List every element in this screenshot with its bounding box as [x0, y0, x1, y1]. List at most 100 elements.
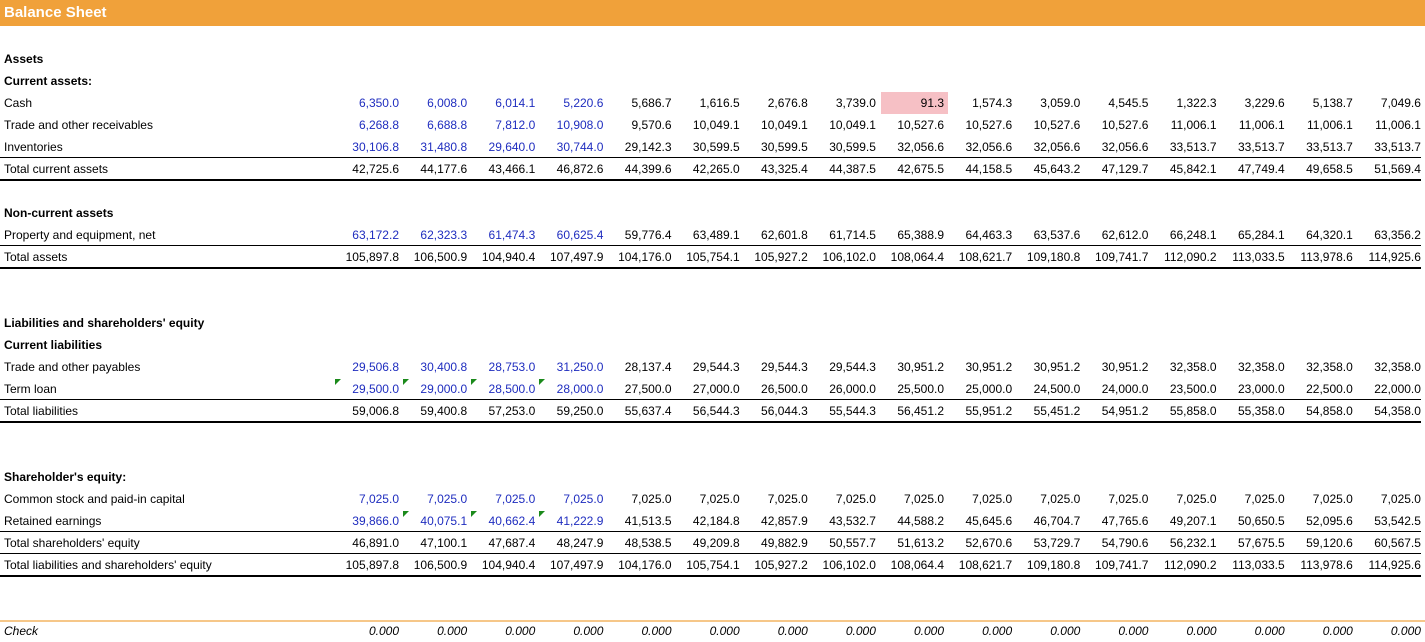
value-cell[interactable]: 11,006.1	[1238, 118, 1285, 132]
value-cell[interactable]: 52,095.6	[1306, 514, 1353, 528]
value-cell[interactable]: 51,613.2	[897, 536, 945, 550]
value-cell[interactable]: 64,463.3	[965, 228, 1013, 242]
value-cell[interactable]: 7,025.0	[903, 492, 945, 506]
value-cell[interactable]: 57,253.0	[488, 404, 536, 418]
value-cell[interactable]: 0.000	[914, 624, 945, 638]
value-cell[interactable]: 26,000.0	[829, 382, 876, 396]
value-cell[interactable]: 59,400.8	[420, 404, 468, 418]
value-cell[interactable]: 106,500.9	[413, 558, 468, 572]
value-cell[interactable]: 5,138.7	[1312, 96, 1353, 110]
value-cell[interactable]: 108,064.4	[890, 558, 945, 572]
value-cell[interactable]: 0.000	[1186, 624, 1217, 638]
row-label[interactable]: Current assets:	[4, 74, 93, 88]
value-cell[interactable]: 7,025.0	[835, 492, 876, 506]
value-cell[interactable]: 4,545.5	[1108, 96, 1149, 110]
value-cell[interactable]: 29,544.3	[829, 360, 876, 374]
value-cell[interactable]: 29,544.3	[761, 360, 808, 374]
value-cell[interactable]: 113,033.5	[1232, 250, 1285, 264]
value-cell[interactable]: 44,387.5	[829, 162, 876, 176]
value-cell[interactable]: 51,569.4	[1374, 162, 1421, 176]
value-cell[interactable]: 114,925.6	[1368, 558, 1421, 572]
value-cell[interactable]: 59,250.0	[556, 404, 604, 418]
value-cell[interactable]: 47,765.6	[1101, 514, 1149, 528]
value-cell[interactable]: 30,951.2	[897, 360, 945, 374]
value-cell[interactable]: 56,544.3	[692, 404, 740, 418]
value-cell[interactable]: 0.000	[1322, 624, 1353, 638]
value-cell[interactable]: 11,006.1	[1306, 118, 1353, 132]
value-cell[interactable]: 10,049.1	[829, 118, 876, 132]
value-cell[interactable]: 50,557.7	[829, 536, 876, 550]
value-cell[interactable]: 63,172.2	[352, 228, 399, 242]
value-cell[interactable]: 39,866.0	[352, 514, 399, 528]
value-cell[interactable]: 47,129.7	[1101, 162, 1149, 176]
value-cell[interactable]: 55,951.2	[965, 404, 1013, 418]
value-cell[interactable]: 63,356.2	[1374, 228, 1421, 242]
value-cell[interactable]: 56,044.3	[761, 404, 808, 418]
value-cell[interactable]: 105,927.2	[754, 558, 808, 572]
value-cell[interactable]: 6,350.0	[358, 96, 399, 110]
value-cell[interactable]: 7,025.0	[1380, 492, 1421, 506]
value-cell[interactable]: 30,951.2	[1033, 360, 1081, 374]
value-cell[interactable]: 6,268.8	[358, 118, 399, 132]
value-cell[interactable]: 53,729.7	[1033, 536, 1081, 550]
value-cell[interactable]: 3,739.0	[835, 96, 876, 110]
value-cell[interactable]: 32,358.0	[1306, 360, 1353, 374]
value-cell[interactable]: 46,872.6	[556, 162, 604, 176]
comment-indicator-icon[interactable]	[403, 379, 409, 385]
value-cell[interactable]: 7,025.0	[427, 492, 468, 506]
value-cell[interactable]: 48,247.9	[556, 536, 604, 550]
value-cell[interactable]: 54,358.0	[1374, 404, 1421, 418]
value-cell[interactable]: 10,527.6	[897, 118, 945, 132]
value-cell[interactable]: 112,090.2	[1164, 250, 1217, 264]
value-cell[interactable]: 104,940.4	[481, 250, 536, 264]
value-cell[interactable]: 32,056.6	[965, 140, 1013, 154]
value-cell[interactable]: 65,284.1	[1237, 228, 1285, 242]
value-cell[interactable]: 108,621.7	[958, 558, 1013, 572]
value-cell[interactable]: 61,474.3	[488, 228, 536, 242]
value-cell[interactable]: 46,891.0	[352, 536, 399, 550]
value-cell[interactable]: 29,000.0	[420, 382, 468, 396]
value-cell[interactable]: 26,500.0	[761, 382, 808, 396]
value-cell[interactable]: 112,090.2	[1164, 558, 1217, 572]
value-cell[interactable]: 7,025.0	[495, 492, 536, 506]
comment-indicator-icon[interactable]	[334, 379, 341, 385]
value-cell[interactable]: 5,220.6	[563, 96, 604, 110]
value-cell[interactable]: 105,754.1	[686, 250, 740, 264]
value-cell[interactable]: 43,532.7	[829, 514, 876, 528]
row-label[interactable]: Liabilities and shareholders' equity	[4, 316, 205, 330]
value-cell[interactable]: 30,744.0	[556, 140, 604, 154]
value-cell[interactable]: 7,025.0	[1244, 492, 1285, 506]
value-cell[interactable]: 61,714.5	[829, 228, 876, 242]
row-label[interactable]: Trade and other receivables	[4, 118, 153, 132]
value-cell[interactable]: 7,025.0	[767, 492, 808, 506]
row-label[interactable]: Current liabilities	[4, 338, 103, 352]
value-cell[interactable]: 55,451.2	[1033, 404, 1081, 418]
value-cell[interactable]: 30,106.8	[352, 140, 399, 154]
value-cell[interactable]: 53,542.5	[1374, 514, 1421, 528]
value-cell[interactable]: 91.3	[920, 96, 945, 110]
value-cell[interactable]: 30,951.2	[1101, 360, 1149, 374]
value-cell[interactable]: 29,506.8	[352, 360, 399, 374]
value-cell[interactable]: 104,176.0	[618, 250, 672, 264]
value-cell[interactable]: 7,025.0	[1040, 492, 1081, 506]
value-cell[interactable]: 55,637.4	[624, 404, 672, 418]
value-cell[interactable]: 31,250.0	[556, 360, 604, 374]
value-cell[interactable]: 29,142.3	[624, 140, 672, 154]
value-cell[interactable]: 28,753.0	[488, 360, 536, 374]
value-cell[interactable]: 32,358.0	[1237, 360, 1285, 374]
value-cell[interactable]: 0.000	[1050, 624, 1081, 638]
value-cell[interactable]: 107,497.9	[549, 250, 604, 264]
value-cell[interactable]: 104,940.4	[481, 558, 536, 572]
value-cell[interactable]: 27,000.0	[692, 382, 740, 396]
value-cell[interactable]: 106,500.9	[413, 250, 468, 264]
value-cell[interactable]: 10,527.6	[965, 118, 1013, 132]
value-cell[interactable]: 32,056.6	[897, 140, 945, 154]
value-cell[interactable]: 0.000	[709, 624, 740, 638]
value-cell[interactable]: 59,006.8	[352, 404, 399, 418]
value-cell[interactable]: 32,056.6	[1101, 140, 1149, 154]
value-cell[interactable]: 55,858.0	[1169, 404, 1217, 418]
value-cell[interactable]: 42,725.6	[352, 162, 399, 176]
value-cell[interactable]: 63,489.1	[692, 228, 740, 242]
value-cell[interactable]: 6,008.0	[427, 96, 468, 110]
